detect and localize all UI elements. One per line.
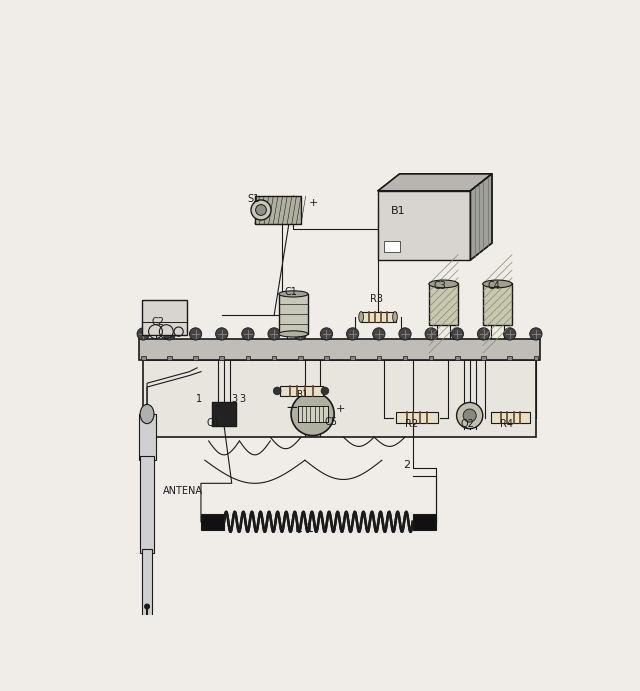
Text: +: + [336, 404, 345, 415]
Bar [483, 283, 512, 325]
Bar [298, 357, 303, 360]
Text: R3: R3 [369, 294, 383, 303]
Bar [201, 514, 224, 529]
Bar [143, 300, 187, 334]
Text: S1: S1 [247, 194, 259, 205]
Circle shape [320, 328, 333, 340]
Bar [324, 357, 329, 360]
Circle shape [504, 328, 516, 340]
Circle shape [463, 409, 476, 422]
Bar [376, 357, 381, 360]
Circle shape [242, 328, 254, 340]
Circle shape [477, 328, 490, 340]
Bar [481, 357, 486, 360]
Bar [508, 357, 512, 360]
Text: C2: C2 [152, 316, 164, 327]
Circle shape [216, 328, 228, 340]
Bar [139, 414, 156, 460]
Text: +: + [308, 198, 318, 208]
Bar [255, 196, 301, 224]
Ellipse shape [359, 312, 364, 323]
Ellipse shape [140, 404, 154, 424]
Text: C3: C3 [433, 281, 446, 292]
Text: 1: 1 [196, 395, 202, 404]
Circle shape [163, 328, 175, 340]
Circle shape [291, 392, 334, 435]
Text: R4: R4 [500, 419, 513, 429]
Text: Q2: Q2 [460, 419, 474, 429]
Bar [361, 312, 396, 323]
Ellipse shape [393, 312, 397, 323]
Circle shape [372, 328, 385, 340]
Bar [141, 549, 152, 622]
Text: B1: B1 [391, 206, 406, 216]
Circle shape [399, 328, 411, 340]
Text: 3: 3 [239, 395, 246, 404]
Text: C5: C5 [325, 417, 338, 427]
Circle shape [294, 328, 307, 340]
Bar [492, 413, 530, 424]
Circle shape [145, 604, 149, 609]
Circle shape [255, 205, 266, 216]
Polygon shape [470, 173, 492, 260]
Bar [429, 283, 458, 325]
Text: Q1: Q1 [206, 417, 220, 428]
Circle shape [273, 387, 281, 395]
Circle shape [425, 328, 437, 340]
Bar [212, 401, 236, 426]
Text: C4: C4 [488, 281, 500, 292]
Text: L 1: L 1 [296, 522, 314, 535]
Bar [246, 357, 250, 360]
Bar [413, 514, 436, 529]
Bar [279, 294, 308, 334]
Text: ANTENA: ANTENA [163, 486, 202, 496]
Circle shape [189, 328, 202, 340]
Bar [280, 386, 323, 397]
Ellipse shape [483, 280, 512, 287]
Bar [140, 339, 540, 360]
Circle shape [137, 328, 149, 340]
Ellipse shape [279, 291, 308, 297]
Bar [167, 357, 172, 360]
Bar [145, 668, 149, 691]
Text: 3: 3 [232, 395, 238, 404]
Polygon shape [378, 173, 492, 191]
Text: C1: C1 [284, 287, 297, 297]
Circle shape [268, 328, 280, 340]
Bar [403, 357, 407, 360]
Circle shape [456, 402, 483, 428]
Circle shape [346, 328, 359, 340]
Text: R1: R1 [296, 390, 308, 399]
Bar [193, 357, 198, 360]
Bar [350, 357, 355, 360]
Circle shape [451, 328, 463, 340]
Bar [378, 191, 470, 260]
Text: 2: 2 [403, 460, 411, 470]
Circle shape [530, 328, 542, 340]
Bar [534, 357, 538, 360]
Bar [396, 413, 438, 424]
Ellipse shape [279, 331, 308, 337]
Circle shape [251, 200, 271, 220]
Ellipse shape [429, 280, 458, 287]
Bar [220, 357, 224, 360]
Bar [143, 618, 151, 672]
Circle shape [321, 387, 329, 395]
Bar [143, 360, 536, 437]
Bar [141, 357, 145, 360]
Text: −: − [285, 401, 298, 415]
Bar [140, 456, 154, 553]
Bar [384, 240, 399, 252]
Text: R2: R2 [405, 419, 418, 429]
Bar [272, 357, 276, 360]
Bar [429, 357, 433, 360]
Bar [455, 357, 460, 360]
Bar [298, 406, 328, 422]
